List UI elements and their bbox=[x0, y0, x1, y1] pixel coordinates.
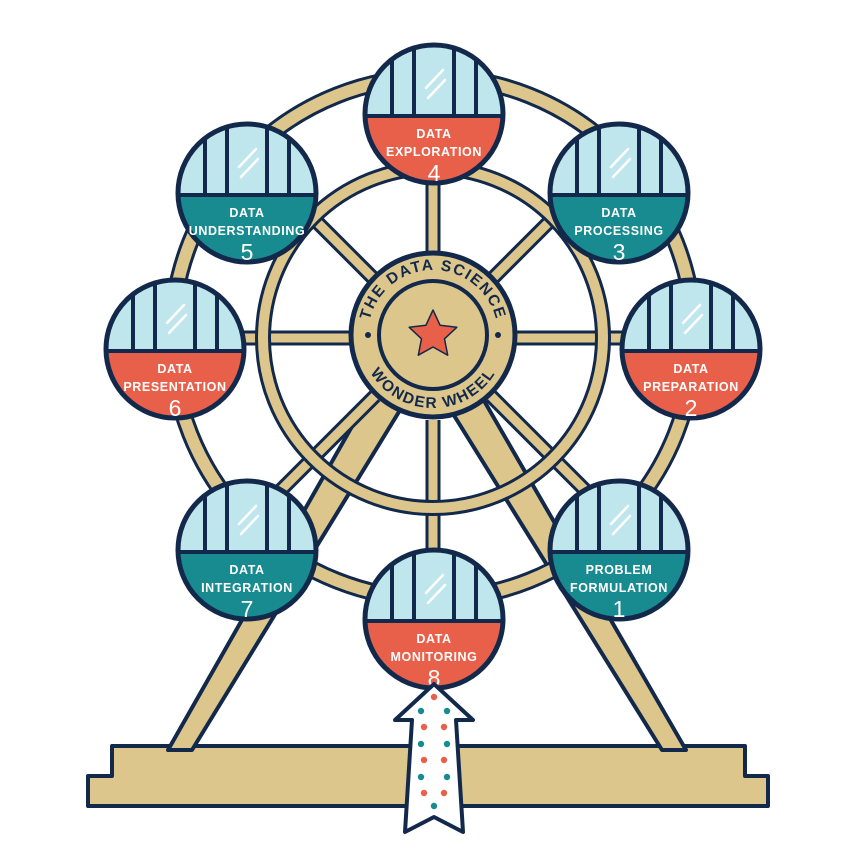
gondola-title-line2: UNDERSTANDING bbox=[189, 224, 306, 238]
glass-glare bbox=[165, 303, 186, 325]
gondola-title-line2: EXPLORATION bbox=[386, 145, 482, 159]
glass-glare bbox=[424, 68, 445, 90]
hub: THE DATA SCIENCE WONDER WHEEL bbox=[348, 250, 518, 420]
star-icon bbox=[408, 309, 458, 356]
gondola-number: 4 bbox=[428, 160, 441, 186]
hub-dot-right bbox=[495, 332, 501, 338]
glass-glare bbox=[611, 157, 632, 179]
gondola-outline bbox=[619, 277, 763, 421]
gondola-number: 5 bbox=[241, 239, 254, 265]
arrow-dot bbox=[420, 723, 428, 731]
glass-glare bbox=[426, 78, 447, 100]
gondola-outline bbox=[103, 277, 247, 421]
gondola-outline bbox=[547, 478, 691, 622]
arrow-dot bbox=[417, 707, 425, 715]
gondola-title-line1: DATA bbox=[673, 362, 708, 376]
gondola-title-line1: DATA bbox=[229, 563, 264, 577]
arrow-dot bbox=[420, 756, 428, 764]
gondola-title-line2: PREPARATION bbox=[643, 380, 739, 394]
gondola-outline bbox=[547, 121, 691, 265]
glass-glare bbox=[683, 313, 704, 335]
gondola-title-line1: DATA bbox=[229, 206, 264, 220]
gondola-number: 3 bbox=[613, 239, 626, 265]
start-arrow bbox=[393, 682, 475, 834]
arrow-dot bbox=[443, 707, 451, 715]
arrow-dot bbox=[417, 773, 425, 781]
glass-glare bbox=[611, 514, 632, 536]
gondola-title-line1: DATA bbox=[416, 127, 451, 141]
arrow-dot bbox=[417, 740, 425, 748]
gondola-outline bbox=[175, 121, 319, 265]
glass-glare bbox=[609, 504, 630, 526]
glass-glare bbox=[426, 583, 447, 605]
arrow-dot bbox=[420, 789, 428, 797]
gondola-title-line1: DATA bbox=[601, 206, 636, 220]
arrow-dot bbox=[440, 723, 448, 731]
arrow-dot bbox=[430, 693, 438, 701]
arrow-dot bbox=[440, 789, 448, 797]
gondola-number: 6 bbox=[169, 395, 182, 421]
gondola-title-line1: DATA bbox=[157, 362, 192, 376]
gondola-title-line2: INTEGRATION bbox=[201, 581, 293, 595]
glass-glare bbox=[681, 303, 702, 325]
arrow-dot bbox=[440, 756, 448, 764]
gondola-title-line2: FORMULATION bbox=[570, 581, 668, 595]
gondola-number: 7 bbox=[241, 596, 254, 622]
arrow-dot bbox=[443, 773, 451, 781]
glass-glare bbox=[167, 313, 188, 335]
gondola-outline bbox=[362, 42, 506, 186]
gondola-title-line2: PROCESSING bbox=[574, 224, 663, 238]
glass-glare bbox=[239, 157, 260, 179]
glass-glare bbox=[239, 514, 260, 536]
glass-glare bbox=[424, 573, 445, 595]
glass-glare bbox=[237, 504, 258, 526]
gondola-title-line1: PROBLEM bbox=[586, 563, 653, 577]
gondola-number: 1 bbox=[613, 596, 626, 622]
glass-glare bbox=[609, 147, 630, 169]
arrow-dot bbox=[443, 740, 451, 748]
arrow-dot bbox=[430, 802, 438, 810]
hub-dot-left bbox=[365, 332, 371, 338]
gondola-outline bbox=[175, 478, 319, 622]
gondola-title-line2: MONITORING bbox=[390, 650, 477, 664]
gondola-title-line1: DATA bbox=[416, 632, 451, 646]
glass-glare bbox=[237, 147, 258, 169]
gondola-number: 2 bbox=[685, 395, 698, 421]
gondola-title-line2: PRESENTATION bbox=[123, 380, 226, 394]
arrow-dots bbox=[417, 693, 451, 810]
